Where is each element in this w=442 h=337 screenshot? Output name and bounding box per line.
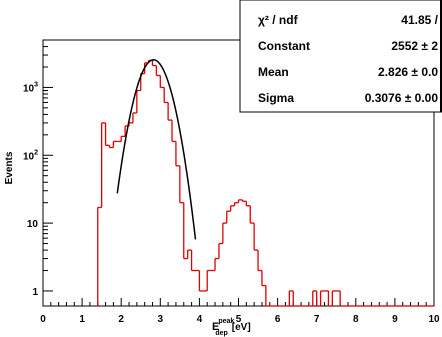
x-axis-title-unit: [eV] bbox=[232, 322, 251, 333]
x-tick-label: 9 bbox=[392, 314, 398, 325]
stats-rows: χ² / ndf 41.85 / Constant 2552 ± 2 Mean 2.826… bbox=[258, 13, 439, 105]
x-tick-label: 10 bbox=[428, 314, 440, 325]
y-tick-label: 102 bbox=[23, 149, 38, 162]
x-tick-label: 2 bbox=[118, 314, 124, 325]
y-tick-label: 103 bbox=[23, 81, 38, 94]
x-tick-label: 0 bbox=[40, 314, 46, 325]
y-tick-label: 10 bbox=[27, 219, 39, 230]
stats-row-value: 2552 ± 2 bbox=[391, 39, 438, 53]
stats-row-label: Constant bbox=[258, 39, 310, 53]
fit-statistics-box: χ² / ndf 41.85 / Constant 2552 ± 2 Mean 2.826… bbox=[239, 0, 442, 113]
stats-box-frame bbox=[239, 0, 442, 113]
x-axis-title-superscript: peak bbox=[218, 318, 234, 325]
stats-row-label: Sigma bbox=[258, 91, 294, 105]
x-axis-title-main: E bbox=[212, 321, 219, 333]
fit-curve bbox=[116, 59, 197, 240]
stats-row-value: 0.3076 ± 0.00 bbox=[365, 91, 439, 105]
x-axis-title: Epeak dep [eV] bbox=[212, 318, 251, 337]
stats-row-label: χ² / ndf bbox=[258, 13, 299, 27]
axis-ticks bbox=[42, 39, 435, 306]
stats-row-value: 2.826 ± 0.0 bbox=[378, 65, 438, 79]
stats-row-value: 41.85 / bbox=[401, 13, 438, 27]
x-tick-label: 1 bbox=[79, 314, 85, 325]
x-tick-label: 8 bbox=[353, 314, 359, 325]
x-tick-labels: 0 1 2 3 4 5 6 7 8 9 10 bbox=[40, 314, 440, 325]
x-tick-label: 4 bbox=[197, 314, 203, 325]
y-tick-label: 1 bbox=[32, 287, 38, 298]
x-tick-label: 7 bbox=[314, 314, 320, 325]
gaussian-fit bbox=[116, 59, 197, 240]
x-tick-label: 6 bbox=[275, 314, 281, 325]
y-axis-title: Events bbox=[4, 151, 15, 184]
y-tick-labels: 1 10 102 103 bbox=[23, 81, 38, 298]
histogram-bars bbox=[97, 59, 434, 307]
x-tick-label: 3 bbox=[158, 314, 164, 325]
x-axis-title-subscript: dep bbox=[215, 330, 227, 337]
x-tick-label: 5 bbox=[236, 314, 242, 325]
stats-row-label: Mean bbox=[258, 65, 289, 79]
